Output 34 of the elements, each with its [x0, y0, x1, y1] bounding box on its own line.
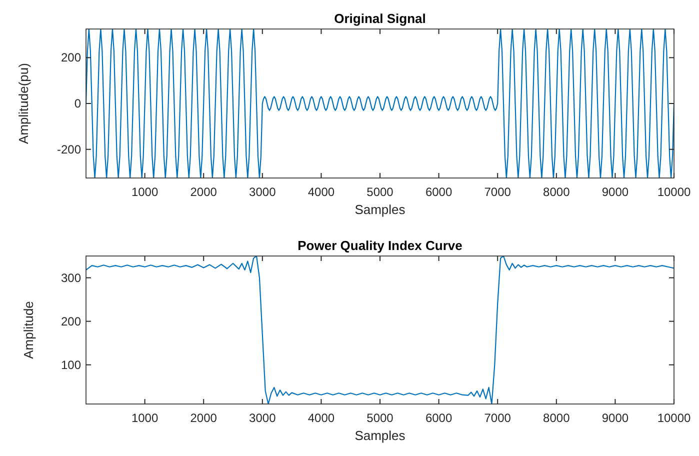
x-tick-label: 8000 [543, 411, 570, 425]
x-tick-label: 7000 [484, 185, 512, 199]
x-tick-label: 2000 [190, 411, 218, 425]
x-tick-label: 4000 [308, 411, 335, 425]
line-series [86, 256, 674, 404]
x-tick-label: 2000 [190, 185, 218, 199]
chart-title: Original Signal [334, 11, 426, 26]
x-tick-label: 5000 [366, 411, 394, 425]
y-tick-label: 300 [60, 270, 82, 285]
x-tick-label: 9000 [602, 185, 629, 199]
x-tick-label: 3000 [249, 185, 276, 199]
x-tick-label: 5000 [366, 185, 394, 199]
x-tick-label: 1000 [131, 185, 158, 199]
x-axis-title: Samples [354, 202, 406, 217]
x-tick-label: 10000 [657, 411, 692, 425]
x-tick-label: 8000 [543, 185, 570, 199]
x-tick-label: 9000 [602, 411, 629, 425]
line-series [86, 29, 674, 178]
x-tick-label: 6000 [425, 185, 452, 199]
y-tick-label: 200 [60, 314, 82, 328]
y-tick-label: -200 [56, 142, 82, 156]
y-tick-label: 100 [60, 358, 82, 372]
y-tick-label: 200 [60, 50, 82, 65]
x-tick-label: 7000 [484, 411, 512, 425]
x-axis-title: Samples [354, 428, 406, 443]
y-tick-label: 0 [74, 96, 82, 110]
x-tick-label: 4000 [308, 185, 335, 199]
x-tick-label: 10000 [657, 185, 692, 199]
x-tick-label: 6000 [425, 411, 452, 425]
x-tick-label: 3000 [249, 411, 276, 425]
y-axis-title: Amplitude(pu) [16, 63, 31, 144]
chart-title: Power Quality Index Curve [298, 238, 462, 253]
x-tick-label: 1000 [131, 411, 158, 425]
y-axis-title: Amplitude [21, 301, 36, 359]
